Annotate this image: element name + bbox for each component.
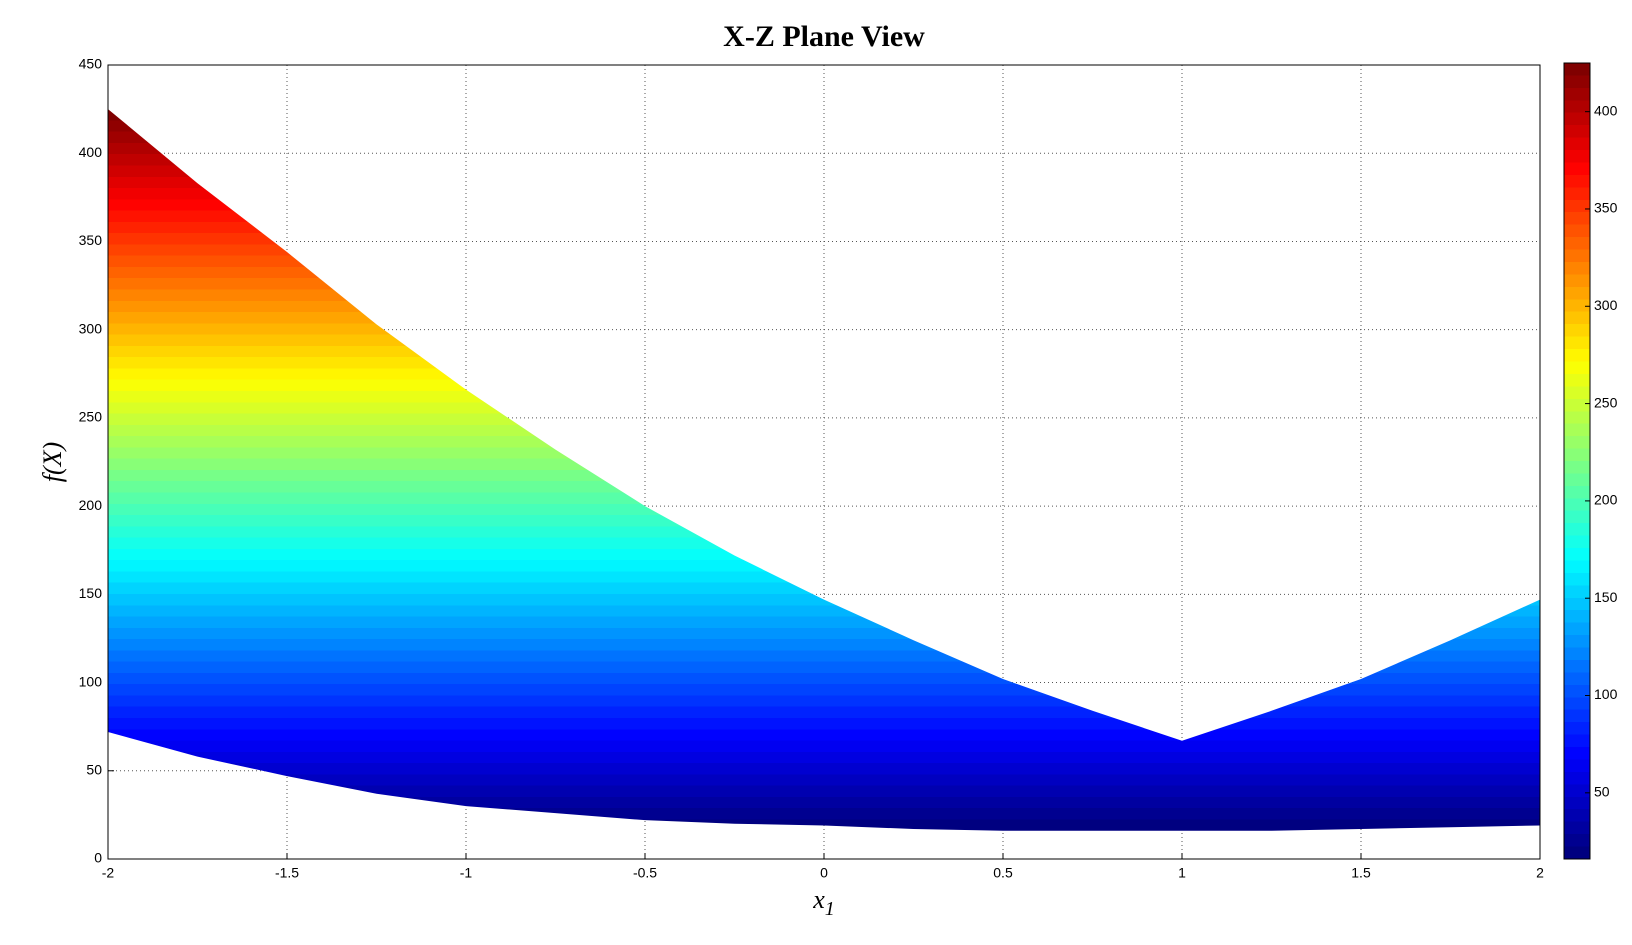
colorbar-tick-label: 400 xyxy=(1594,102,1618,118)
x-label-subscript: 1 xyxy=(825,898,835,920)
x-tick-label: -0.5 xyxy=(633,865,657,881)
y-tick-label: 50 xyxy=(86,761,102,777)
chart-title: X-Z Plane View xyxy=(723,20,925,53)
x-label-text: x xyxy=(812,885,825,914)
x-tick-label: -2 xyxy=(102,865,115,881)
colorbar-tick-label: 100 xyxy=(1594,686,1618,702)
y-tick-label: 300 xyxy=(79,320,103,336)
colorbar-tick-label: 200 xyxy=(1594,492,1618,508)
colorbar-tick-label: 150 xyxy=(1594,589,1618,605)
surface-area xyxy=(108,109,1540,831)
x-tick-label: 0.5 xyxy=(993,865,1013,881)
x-tick-label: 1 xyxy=(1178,865,1186,881)
y-tick-label: 200 xyxy=(79,497,103,513)
y-axis-label: f(X) xyxy=(38,442,67,482)
y-tick-label: 350 xyxy=(79,232,103,248)
y-tick-label: 450 xyxy=(79,56,103,72)
y-tick-label: 250 xyxy=(79,409,103,425)
colorbar-tick-label: 50 xyxy=(1594,784,1610,800)
colorbar-tick-label: 350 xyxy=(1594,200,1618,216)
colorbar-tick-label: 300 xyxy=(1594,297,1618,313)
x-axis-label: x1 xyxy=(812,885,835,920)
y-tick-label: 100 xyxy=(79,673,103,689)
x-tick-label: 1.5 xyxy=(1351,865,1371,881)
y-tick-label: 400 xyxy=(79,144,103,160)
y-tick-label: 0 xyxy=(94,850,102,866)
x-tick-label: -1.5 xyxy=(275,865,299,881)
x-tick-label: 2 xyxy=(1536,865,1544,881)
x-tick-label: 0 xyxy=(820,865,828,881)
colorbar-tick-label: 250 xyxy=(1594,394,1618,410)
colorbar xyxy=(1563,62,1591,860)
axes-box xyxy=(107,64,1541,860)
y-tick-label: 150 xyxy=(79,585,103,601)
x-tick-label: -1 xyxy=(460,865,473,881)
